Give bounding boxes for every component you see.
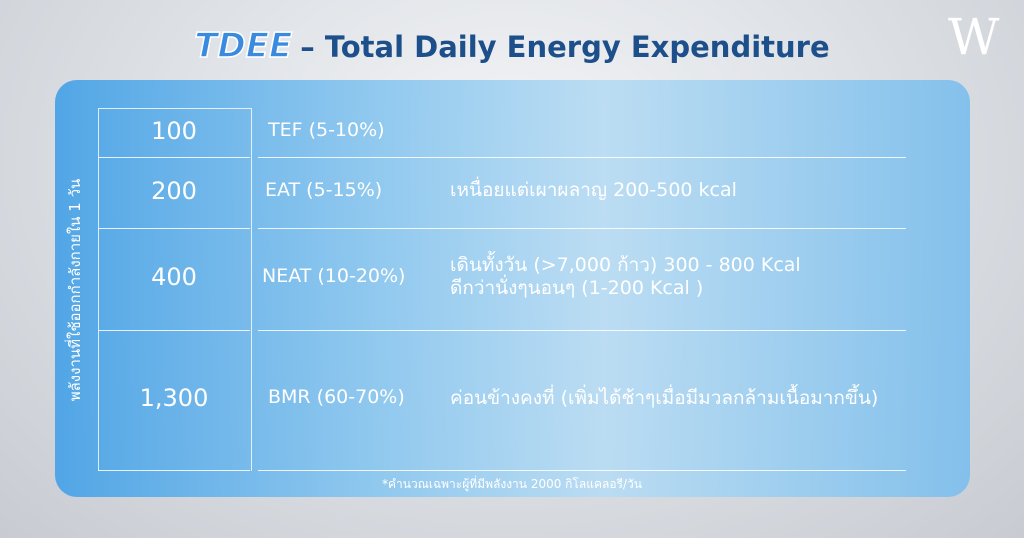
row-line bbox=[258, 330, 906, 331]
row-line bbox=[258, 470, 906, 471]
row-line bbox=[258, 228, 906, 229]
row-description: ค่อนข้างคงที่ (เพิ่มได้ช้าๆเมื่อมีมวลกล้… bbox=[450, 386, 879, 409]
row-label: BMR (60-70%) bbox=[268, 386, 405, 408]
row-label: TEF (5-10%) bbox=[268, 118, 385, 141]
logo: W bbox=[948, 8, 1000, 66]
value-column bbox=[98, 108, 252, 471]
row-line bbox=[98, 470, 250, 471]
panel bbox=[55, 80, 970, 497]
title-abbr: TDEE bbox=[194, 25, 293, 67]
side-label: พลังงานที่ใช้ออกกำลังกายใน 1 วัน bbox=[66, 178, 84, 402]
row-description: ดีกว่านั่งๆนอนๆ (1-200 Kcal ) bbox=[450, 277, 704, 299]
row-value: 400 bbox=[151, 263, 197, 291]
footnote: *คำนวณเฉพาะผู้ที่มีพลังงาน 2000 กิโลแคลอ… bbox=[382, 477, 642, 491]
row-label: EAT (5-15%) bbox=[265, 178, 383, 201]
row-line bbox=[258, 157, 906, 158]
row-value: 200 bbox=[151, 176, 197, 205]
row-line bbox=[98, 330, 250, 331]
row-line bbox=[98, 228, 250, 229]
title: TDEE – Total Daily Energy Expenditure bbox=[0, 25, 1024, 67]
row-label: NEAT (10-20%) bbox=[262, 265, 406, 287]
title-text: – Total Daily Energy Expenditure bbox=[300, 30, 830, 64]
row-description: เดินทั้งวัน (>7,000 ก้าว) 300 - 800 Kcal bbox=[450, 254, 801, 276]
row-description: เหนื่อยแต่เผาผลาญ 200-500 kcal bbox=[450, 179, 737, 201]
row-value: 1,300 bbox=[139, 384, 209, 412]
row-value: 100 bbox=[151, 116, 197, 145]
row-line bbox=[98, 157, 250, 158]
